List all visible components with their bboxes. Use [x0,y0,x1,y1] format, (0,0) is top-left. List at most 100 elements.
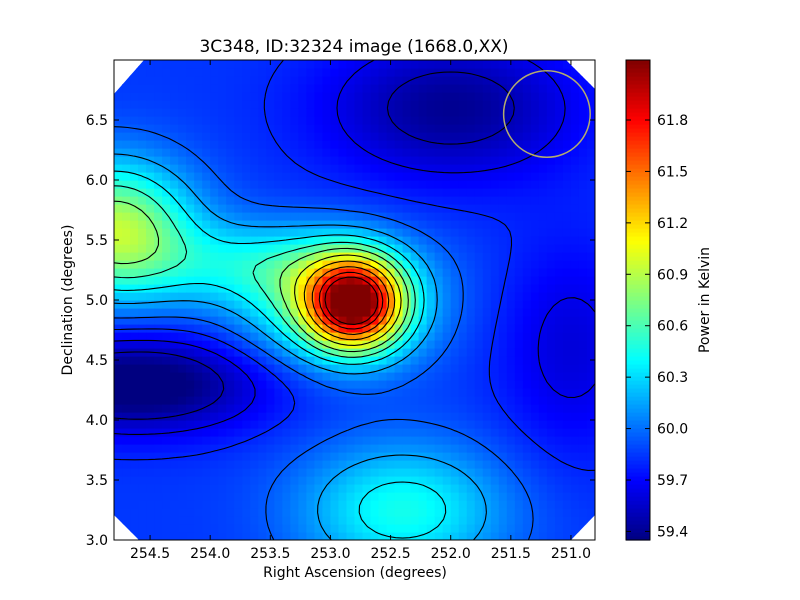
heatmap-cell [538,348,548,357]
heatmap-cell [314,132,324,141]
heatmap-cell [338,300,348,309]
heatmap-cell [562,236,572,245]
contour-line [311,266,390,335]
heatmap-cell [378,492,388,501]
colorbar-segment [626,496,650,501]
heatmap-cell [194,116,203,125]
heatmap-cell [146,500,155,509]
heatmap-cell [314,308,324,317]
heatmap-cell [346,340,356,349]
heatmap-cell [442,340,452,349]
heatmap-cell [474,380,484,389]
heatmap-cell [410,108,420,117]
heatmap-cell [218,172,227,181]
heatmap-cell [474,420,484,429]
heatmap-cell [186,284,195,293]
heatmap-cell [274,516,283,525]
heatmap-cell [410,532,420,540]
heatmap-cell [114,300,123,309]
heatmap-cell [234,68,243,77]
heatmap-cell [338,420,348,429]
heatmap-cell [202,284,211,293]
heatmap-cell [298,396,307,405]
heatmap-cell [506,500,516,509]
heatmap-cell [394,60,404,69]
heatmap-cell [538,468,548,477]
heatmap-cell [482,372,492,381]
colorbar-segment [626,244,650,249]
heatmap-cell [306,300,316,309]
heatmap-cell [250,76,259,85]
heatmap-cell [538,452,548,461]
heatmap-cell [378,316,388,325]
heatmap-cell [274,380,283,389]
colorbar-segment [626,428,650,433]
heatmap-cell [338,476,348,485]
heatmap-cell [138,380,147,389]
heatmap-cell [314,212,324,221]
heatmap-cell [538,412,548,421]
heatmap-cell [130,380,139,389]
heatmap-cell [474,500,484,509]
heatmap-cell [226,324,235,333]
heatmap-cell [522,524,532,533]
heatmap-cell [386,300,396,309]
heatmap-cell [266,220,275,229]
heatmap-cell [218,468,227,477]
heatmap-cell [426,332,436,341]
heatmap-cell [354,84,364,93]
heatmap-cell [554,460,564,469]
colorbar-segment [626,116,650,121]
heatmap-cell [410,156,420,165]
heatmap-cell [282,388,291,397]
heatmap-cell [450,508,460,517]
heatmap-cell [154,204,163,213]
heatmap-cell [282,196,291,205]
heatmap-cell [170,276,179,285]
heatmap-cell [114,412,123,421]
heatmap-cell [322,316,332,325]
heatmap-cell [138,164,147,173]
heatmap-cell [234,332,243,341]
heatmap-cell [154,140,163,149]
heatmap-cell [218,532,227,540]
heatmap-cell [266,156,275,165]
heatmap-cell [346,404,356,413]
heatmap-cell [298,460,307,469]
heatmap-cell [138,276,147,285]
heatmap-cell [274,60,283,69]
heatmap-cell [474,204,484,213]
heatmap-cell [570,460,580,469]
heatmap-cell [346,124,356,133]
heatmap-cell [322,508,332,517]
heatmap-cell [306,140,316,149]
heatmap-cell [586,484,595,493]
heatmap-cell [210,380,219,389]
heatmap-cell [266,260,275,269]
heatmap-cell [562,84,572,93]
heatmap-cell [130,228,139,237]
heatmap-cell [210,252,219,261]
heatmap-cell [154,132,163,141]
heatmap-cell [282,420,291,429]
heatmap-cell [130,500,139,509]
heatmap-cell [114,260,123,269]
heatmap-cell [346,364,356,373]
heatmap-cell [210,212,219,221]
heatmap-cell [418,324,428,333]
heatmap-cell [354,156,364,165]
heatmap-cell [274,92,283,101]
heatmap-cell [394,300,404,309]
heatmap-cell [586,68,595,77]
heatmap-cell [242,308,251,317]
heatmap-cell [490,380,500,389]
heatmap-cell [322,76,332,85]
heatmap-cell [554,92,564,101]
heatmap-cell [386,140,396,149]
heatmap-cell [450,492,460,501]
heatmap-cell [194,196,203,205]
heatmap-cell [186,356,195,365]
heatmap-cell [234,124,243,133]
heatmap-cell [530,428,540,437]
heatmap-cell [194,220,203,229]
